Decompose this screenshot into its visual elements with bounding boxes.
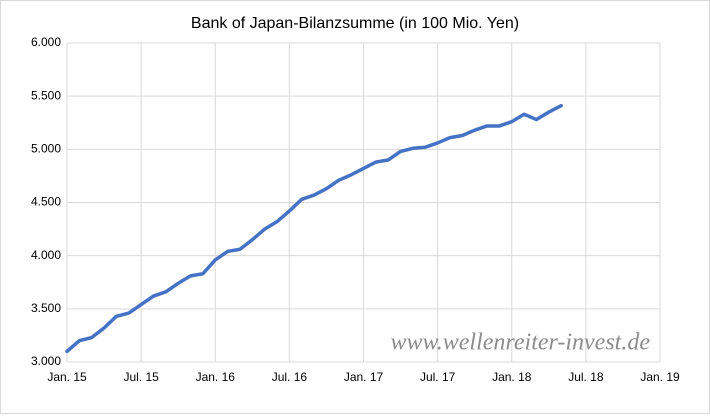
- x-tick-label: Jul. 17: [420, 370, 456, 384]
- y-tick-label: 3.000: [31, 354, 61, 368]
- y-tick-label: 6.000: [31, 35, 61, 49]
- watermark: www.wellenreiter-invest.de: [391, 330, 651, 356]
- x-tick-label: Jul. 18: [568, 370, 604, 384]
- x-tick-label: Jul. 16: [272, 370, 308, 384]
- x-tick-label: Jan. 19: [640, 370, 680, 384]
- y-tick-label: 4.500: [31, 195, 61, 209]
- x-tick-label: Jul. 15: [123, 370, 159, 384]
- x-tick-label: Jan. 16: [196, 370, 236, 384]
- data-line: [65, 103, 563, 354]
- y-tick-label: 5.000: [31, 142, 61, 156]
- y-tick-label: 3.500: [31, 301, 61, 315]
- x-tick-label: Jan. 17: [344, 370, 384, 384]
- x-tick-label: Jan. 15: [47, 370, 87, 384]
- y-tick-label: 5.500: [31, 88, 61, 102]
- y-tick-label: 4.000: [31, 248, 61, 262]
- x-tick-label: Jan. 18: [492, 370, 532, 384]
- chart-title: Bank of Japan-Bilanzsumme (in 100 Mio. Y…: [191, 15, 519, 32]
